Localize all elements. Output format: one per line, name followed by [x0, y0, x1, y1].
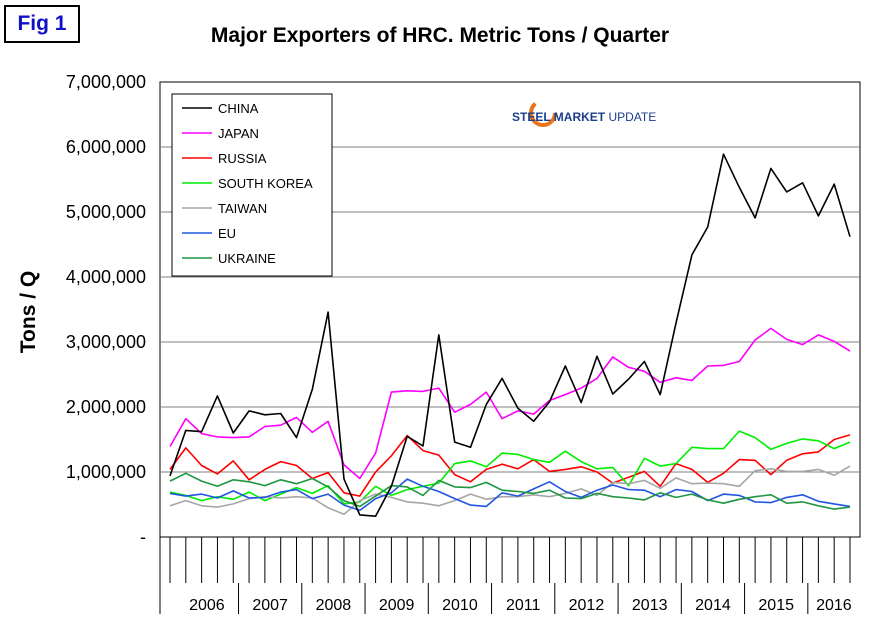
- x-year-label: 2011: [506, 597, 541, 614]
- series-line-russia: [169, 434, 851, 497]
- steel-market-update-logo: STEEL MARKET UPDATE: [512, 99, 656, 127]
- legend-entry: SOUTH KOREA: [218, 176, 313, 191]
- legend-box: [171, 93, 333, 277]
- plot-area-frame: [159, 81, 861, 538]
- logo-word-update: UPDATE: [605, 110, 656, 124]
- legend: CHINA JAPAN RUSSIA SOUTH KOREA TAIWAN EU UKRAI…: [171, 93, 333, 277]
- legend-entry: JAPAN: [218, 126, 259, 141]
- legend-entry: EU: [218, 226, 236, 241]
- series-line-taiwan: [169, 465, 851, 516]
- x-year-label: 2006: [189, 597, 225, 614]
- y-tick-label: 1,000,000: [66, 462, 146, 482]
- y-tick-label: 6,000,000: [66, 137, 146, 157]
- x-year-label: 2015: [758, 597, 794, 614]
- x-year-label: 2007: [252, 597, 288, 614]
- series-line-south-korea: [169, 430, 851, 505]
- series-line-ukraine: [169, 472, 851, 510]
- legend-entry: TAIWAN: [218, 201, 267, 216]
- legend-entry: RUSSIA: [218, 151, 267, 166]
- x-year-label: 2009: [379, 597, 415, 614]
- x-year-label: 2008: [316, 597, 352, 614]
- series-line-eu: [169, 478, 851, 512]
- legend-entry: UKRAINE: [218, 251, 276, 266]
- x-year-label: 2014: [695, 597, 731, 614]
- series-lines: [169, 153, 851, 518]
- figure-badge: Fig 1: [4, 5, 80, 43]
- series-line-japan: [169, 327, 851, 480]
- y-tick-label: 5,000,000: [66, 202, 146, 222]
- series-line-china: [169, 153, 851, 518]
- legend-entry: CHINA: [218, 101, 259, 116]
- x-year-label: 2010: [442, 597, 478, 614]
- y-tick-label: -: [140, 527, 146, 547]
- chart-title: Major Exporters of HRC. Metric Tons / Qu…: [210, 24, 670, 47]
- y-tick-label: 2,000,000: [66, 397, 146, 417]
- y-axis-label: Tons / Q: [17, 271, 40, 353]
- logo-text: STEEL MARKET UPDATE: [512, 110, 656, 124]
- axes: - 1,000,000 2,000,000 3,000,000 4,000,000 5,0…: [66, 72, 852, 614]
- x-year-label: 2016: [816, 597, 852, 614]
- x-year-label: 2013: [632, 597, 668, 614]
- logo-swoosh-icon: [529, 99, 557, 127]
- y-tick-label: 7,000,000: [66, 72, 146, 92]
- logo-word-steel-market: STEEL MARKET: [512, 110, 606, 124]
- x-year-label: 2012: [569, 597, 605, 614]
- y-tick-label: 3,000,000: [66, 332, 146, 352]
- y-tick-label: 4,000,000: [66, 267, 146, 287]
